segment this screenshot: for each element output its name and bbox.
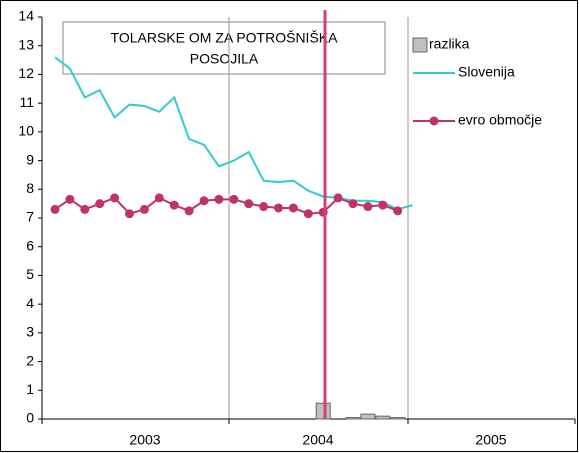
marker [229, 194, 239, 204]
y-tick-label: 0 [26, 410, 34, 426]
marker [274, 203, 283, 213]
marker [199, 196, 209, 206]
y-tick-label: 2 [26, 352, 34, 368]
marker [80, 204, 90, 214]
y-tick-label: 5 [26, 266, 34, 282]
y-tick-label: 12 [18, 65, 34, 81]
chart-title: POSOJILA [190, 51, 259, 67]
marker [139, 204, 149, 214]
y-tick-label: 1 [26, 381, 34, 397]
marker [259, 202, 269, 212]
y-tick-label: 3 [26, 324, 34, 340]
y-tick-label: 8 [26, 180, 34, 196]
bar [315, 402, 331, 420]
y-tick-label: 13 [18, 36, 34, 52]
legend-label: razlika [429, 36, 470, 52]
x-year-label: 2003 [129, 432, 160, 448]
marker [184, 206, 194, 216]
marker [154, 193, 164, 203]
legend-marker [429, 116, 439, 126]
marker [363, 202, 373, 212]
marker [214, 194, 224, 204]
chart-title: TOLARSKE OM ZA POTROŠNIŠKA [111, 30, 339, 46]
y-tick-label: 11 [19, 94, 34, 110]
bar [375, 415, 391, 420]
legend-swatch [412, 37, 428, 53]
marker [65, 194, 75, 204]
y-tick-label: 6 [26, 237, 34, 253]
legend-label: Slovenija [458, 64, 515, 80]
x-year-label: 2005 [475, 432, 506, 448]
marker [95, 199, 105, 209]
marker [288, 203, 298, 213]
y-tick-label: 4 [26, 295, 34, 311]
y-tick-label: 10 [18, 123, 34, 139]
marker [110, 193, 120, 203]
marker [333, 193, 343, 203]
marker [169, 200, 179, 210]
marker [303, 209, 313, 219]
title-box [62, 21, 386, 75]
bar [360, 413, 376, 420]
marker [378, 200, 388, 210]
x-year-label: 2004 [302, 432, 333, 448]
y-tick-label: 7 [26, 209, 34, 225]
marker [244, 199, 254, 209]
marker [50, 204, 60, 214]
marker [348, 199, 358, 209]
marker [393, 206, 403, 216]
marker [125, 209, 134, 219]
legend-label: evro območje [458, 112, 542, 128]
bar [390, 417, 406, 420]
bar [345, 417, 361, 420]
y-tick-label: 14 [18, 8, 34, 24]
y-tick-label: 9 [26, 151, 34, 167]
